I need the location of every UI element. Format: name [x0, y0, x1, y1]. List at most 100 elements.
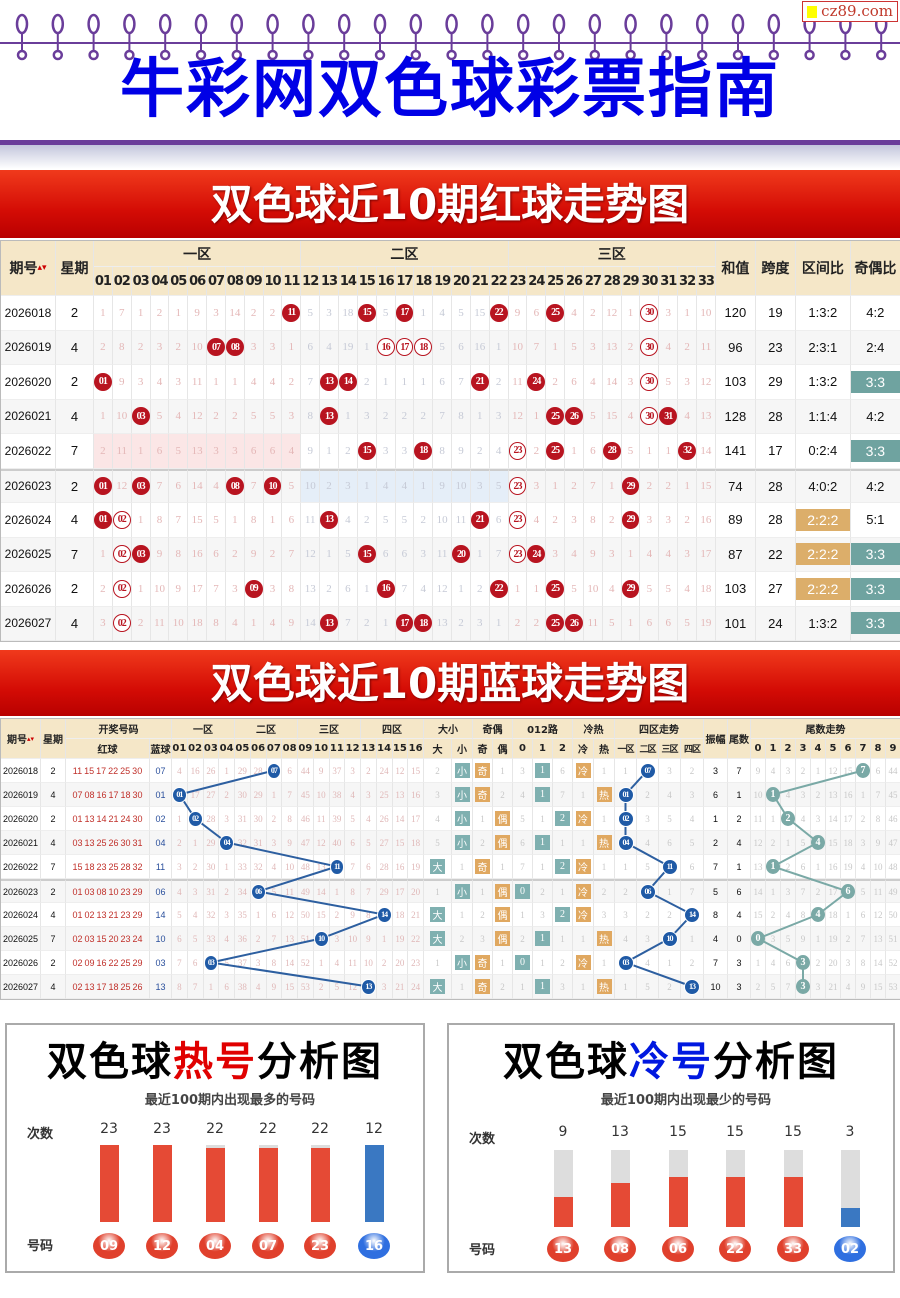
omission-cell: 1: [678, 296, 697, 331]
tail-trend-cell: 1: [766, 855, 781, 879]
stat-badge: 大: [430, 907, 445, 922]
omission-cell: 34: [235, 879, 251, 903]
omission-cell: 10: [150, 572, 170, 607]
zone-trend-cell: 1: [615, 855, 637, 879]
omission-cell: 11: [433, 537, 453, 572]
sort-icon[interactable]: ▴▾: [37, 263, 47, 273]
zone-ball: 07: [639, 762, 656, 779]
omission-cell: 3: [602, 537, 622, 572]
omission-cell: 8: [282, 807, 298, 831]
omission-cell: 1: [546, 330, 566, 365]
omission-cell: 4: [219, 927, 235, 951]
stat-cell: 2: [493, 975, 513, 999]
odd-even-ratio-cell: 4:2: [850, 468, 900, 503]
omission-cell: 3: [219, 903, 235, 927]
tail-trend-cell: 6: [796, 855, 811, 879]
header-odd-even: 奇偶: [473, 719, 513, 739]
header-issue[interactable]: 期号 ▴▾: [1, 719, 41, 759]
red-ball-14: 14: [338, 372, 357, 391]
omission-cell: 3: [169, 365, 189, 400]
sum-cell: 128: [715, 399, 756, 434]
issue-cell: 2026025: [1, 537, 56, 572]
column-header-02: 02: [112, 267, 132, 296]
omission-cell: 4: [659, 330, 679, 365]
omission-cell: 10: [345, 927, 361, 951]
omission-cell: 3: [395, 434, 415, 469]
omission-cell: 3: [94, 606, 113, 641]
stat-cell: 6: [513, 831, 533, 855]
omission-cell: 20: [392, 951, 409, 975]
zone-trend-cell: 04: [615, 831, 637, 855]
ring-icon: [695, 13, 709, 61]
red-ball-15: 15: [357, 545, 376, 564]
blue-ball-11: 11: [329, 858, 345, 875]
omission-cell: 37: [329, 759, 346, 783]
tail-trend-cell: 4: [841, 975, 856, 999]
omission-cell: 3: [640, 503, 660, 538]
omission-cell: 15: [392, 831, 409, 855]
bar: [258, 1148, 278, 1222]
column-header-19: 19: [433, 267, 453, 296]
omission-cell: 2: [320, 572, 339, 607]
omission-cell: 8: [172, 975, 188, 999]
red-ball-25: 25: [546, 407, 565, 426]
omission-cell: 8: [282, 572, 302, 607]
count-value: 22: [311, 1121, 329, 1137]
omission-cell: 1: [376, 927, 393, 951]
omission-cell: 38: [235, 975, 251, 999]
omission-cell: 04: [219, 831, 235, 855]
omission-cell: 4: [345, 783, 361, 807]
omission-cell: 10: [313, 783, 330, 807]
header-issue[interactable]: 期号 ▴▾: [1, 241, 56, 296]
tail-trend-cell: 15: [871, 975, 886, 999]
tail-trend-cell: 51: [886, 927, 900, 951]
omission-cell: 2: [678, 330, 697, 365]
omission-cell: 2: [150, 296, 170, 331]
omission-cell: 17: [187, 783, 204, 807]
odd-even-ratio-value: 5:1: [866, 512, 885, 528]
ring-icon: [123, 13, 136, 61]
stat-badge: 偶: [495, 835, 510, 850]
omission-cell: 1: [621, 606, 641, 641]
omission-cell: 21: [470, 365, 490, 400]
omission-cell: 10: [263, 468, 283, 503]
omission-cell: 15: [697, 468, 716, 503]
stat-cell: 3: [533, 903, 553, 927]
sum-cell: 101: [715, 606, 756, 641]
tail-trend-cell: 52: [886, 951, 900, 975]
tail-trend-cell: 47: [886, 831, 900, 855]
omission-cell: 1: [313, 951, 330, 975]
omission-cell: 11: [697, 330, 716, 365]
omission-cell: 6: [565, 365, 584, 400]
omission-cell: 2: [602, 503, 622, 538]
number-ball-12: 12: [146, 1233, 178, 1259]
week-cell: 4: [41, 975, 66, 999]
red-numbers: 15 18 23 25 28 32: [66, 855, 150, 879]
blue-ball-13: 13: [361, 978, 376, 995]
sort-icon[interactable]: ▴▾: [26, 734, 35, 743]
omission-cell: 03: [131, 399, 151, 434]
tail-cell: 6: [728, 879, 751, 903]
odd-even-ratio-value: 3:3: [850, 577, 900, 600]
zone-ball: 02: [617, 810, 634, 827]
omission-cell: 4: [225, 606, 245, 641]
omission-cell: 39: [329, 807, 346, 831]
omission-cell: 8: [452, 399, 471, 434]
omission-cell: 14: [697, 434, 716, 469]
bar: [610, 1183, 630, 1227]
omission-cell: 02: [112, 606, 132, 641]
omission-cell: 19: [408, 855, 424, 879]
omission-cell: 49: [298, 879, 314, 903]
omission-cell: 4: [433, 296, 453, 331]
stat-badge: 2: [555, 907, 570, 922]
omission-cell: 3: [527, 468, 547, 503]
odd-even-ratio-value: 3:3: [850, 543, 900, 566]
tail-cell: 0: [728, 927, 751, 951]
omission-cell: 06: [250, 879, 267, 903]
count-value: 22: [206, 1121, 224, 1137]
zone-ratio-value: 0:2:4: [808, 443, 838, 459]
zone-trend-header: 三区: [659, 739, 681, 759]
odd-even-ratio-cell: 3:3: [850, 572, 900, 607]
zone-ball: 06: [639, 883, 656, 900]
stat-cell: 小: [452, 879, 473, 903]
